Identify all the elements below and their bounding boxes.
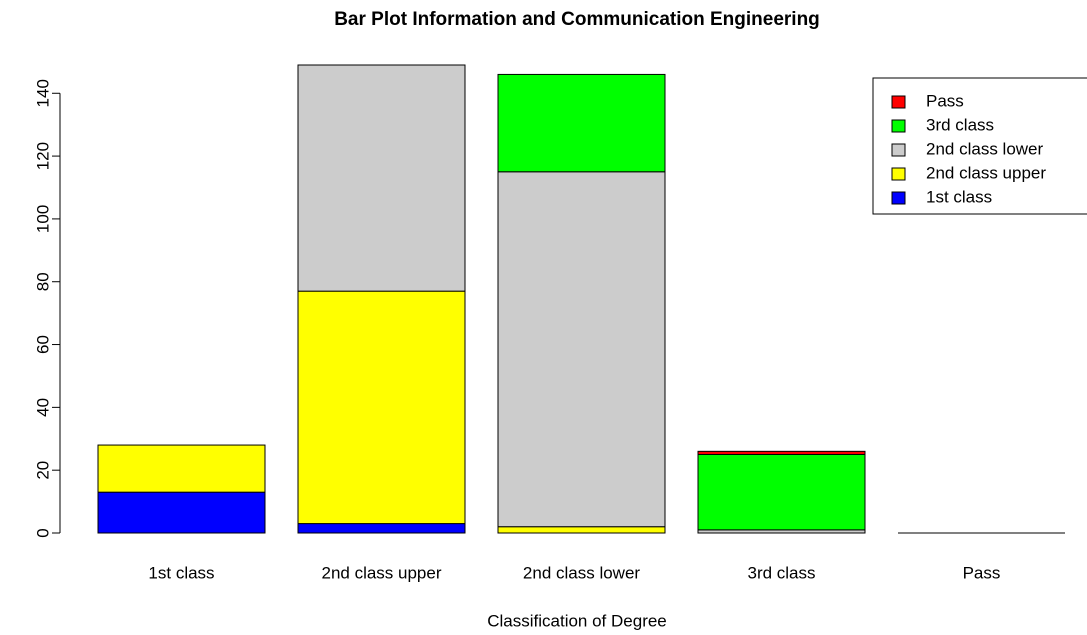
- y-tick-label: 0: [33, 528, 52, 537]
- x-axis-label: Classification of Degree: [487, 611, 667, 630]
- legend-label: 2nd class lower: [926, 139, 1044, 158]
- bar-segment: [697, 450, 866, 455]
- bar-segment: [297, 64, 466, 292]
- legend-swatch: [891, 167, 906, 181]
- y-tick-label: 140: [33, 79, 52, 107]
- legend-swatch: [891, 119, 906, 133]
- bar-segment: [497, 171, 666, 528]
- legend-label: 1st class: [926, 187, 992, 206]
- x-tick-label: 2nd class upper: [321, 563, 441, 582]
- y-tick-label: 20: [33, 461, 52, 480]
- bar-segment: [497, 73, 666, 173]
- legend-swatch: [891, 143, 906, 157]
- bar-segment: [697, 453, 866, 531]
- legend-label: 3rd class: [926, 115, 994, 134]
- y-tick-label: 100: [33, 205, 52, 233]
- legend-label: 2nd class upper: [926, 163, 1046, 182]
- x-tick-label: 2nd class lower: [523, 563, 641, 582]
- bar-segment: [97, 491, 266, 534]
- chart-title: Bar Plot Information and Communication E…: [334, 9, 820, 30]
- y-tick-label: 80: [33, 272, 52, 291]
- x-tick-label: 3rd class: [747, 563, 815, 582]
- bar-segment: [297, 523, 466, 534]
- y-tick-label: 120: [33, 142, 52, 170]
- y-tick-label: 60: [33, 335, 52, 354]
- x-tick-label: 1st class: [148, 563, 214, 582]
- bar-segment: [97, 444, 266, 493]
- bar-segment: [497, 526, 666, 534]
- bar-segment: [297, 290, 466, 525]
- legend-label: Pass: [926, 91, 964, 110]
- legend-swatch: [891, 191, 906, 205]
- legend-swatch: [891, 95, 906, 109]
- legend-box: [872, 77, 1087, 215]
- y-tick-label: 40: [33, 398, 52, 417]
- x-tick-label: Pass: [963, 563, 1001, 582]
